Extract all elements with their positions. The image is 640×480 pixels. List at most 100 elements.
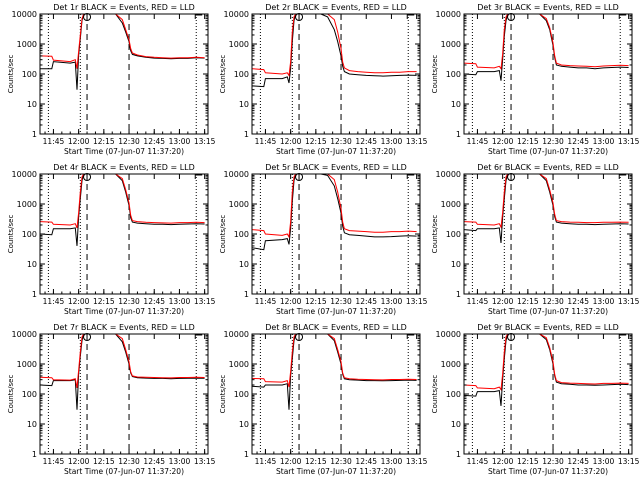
x-axis-label: Start Time (07-Jun-07 11:37:20)	[276, 467, 396, 476]
bracket-marker	[194, 174, 203, 179]
series-line-lld	[464, 14, 629, 71]
y-tick-label: 10	[451, 260, 461, 269]
series-line-events	[40, 334, 205, 410]
y-tick-label: 10000	[436, 10, 461, 19]
y-tick-label: 10	[451, 420, 461, 429]
y-tick-label: 1	[244, 450, 249, 459]
x-axis-label: Start Time (07-Jun-07 11:37:20)	[64, 467, 184, 476]
x-tick-label: 13:00	[381, 457, 403, 466]
y-tick-label: 10000	[436, 170, 461, 179]
plot-frame	[39, 13, 209, 135]
y-tick-label: 10	[27, 100, 37, 109]
detector-panel-9: 1 10 100 1000 10000 11:45 12:00 12:15 12:30 12:45…	[431, 323, 640, 476]
series-line-events	[252, 14, 417, 88]
x-tick-label: 12:15	[517, 137, 539, 146]
y-tick-label: 1	[244, 290, 249, 299]
x-tick-label: 11:45	[43, 137, 65, 146]
x-axis-label: Start Time (07-Jun-07 11:37:20)	[488, 467, 608, 476]
x-axis-label: Start Time (07-Jun-07 11:37:20)	[276, 147, 396, 156]
x-tick-label: 12:00	[68, 297, 90, 306]
bracket-marker	[406, 174, 415, 179]
x-tick-label: 13:15	[618, 297, 640, 306]
y-tick-label: 100	[446, 70, 461, 79]
y-tick-label: 1000	[229, 200, 249, 209]
y-tick-label: 1	[456, 290, 461, 299]
x-tick-label: 12:15	[517, 457, 539, 466]
y-tick-label: 10000	[224, 10, 249, 19]
y-tick-label: 1000	[441, 200, 461, 209]
x-tick-label: 12:00	[492, 137, 514, 146]
panel-title: Det 7r BLACK = Events, RED = LLD	[53, 323, 195, 332]
plot-frame	[251, 333, 421, 455]
y-tick-label: 10000	[224, 330, 249, 339]
x-tick-label: 12:30	[542, 297, 564, 306]
series-line-lld	[40, 334, 205, 388]
y-tick-label: 10	[27, 420, 37, 429]
x-tick-label: 11:45	[43, 297, 65, 306]
y-tick-label: 10	[451, 100, 461, 109]
x-tick-label: 13:15	[406, 297, 428, 306]
y-axis-label: Counts/sec	[7, 375, 15, 414]
x-tick-label: 12:00	[68, 457, 90, 466]
y-tick-label: 1	[32, 130, 37, 139]
series-line-lld	[40, 14, 205, 69]
series-line-events	[40, 14, 205, 90]
bracket-marker	[618, 334, 627, 339]
y-tick-label: 10	[239, 100, 249, 109]
x-tick-label: 12:30	[542, 457, 564, 466]
series-line-events	[252, 174, 417, 251]
series-line-events	[40, 174, 205, 246]
plot-frame	[39, 173, 209, 295]
detector-panel-7: 1 10 100 1000 10000 11:45 12:00 12:15 12:30 12:45…	[7, 323, 216, 476]
x-tick-label: 12:00	[280, 137, 302, 146]
bracket-marker	[406, 14, 415, 19]
series-line-lld	[464, 174, 629, 229]
x-tick-label: 12:45	[355, 137, 377, 146]
panel-title: Det 4r BLACK = Events, RED = LLD	[53, 163, 195, 172]
detector-panel-3: 1 10 100 1000 10000 11:45 12:00 12:15 12:30 12:45…	[431, 3, 640, 156]
x-tick-label: 12:30	[330, 297, 352, 306]
x-tick-label: 12:45	[143, 137, 165, 146]
y-tick-label: 10000	[224, 170, 249, 179]
x-tick-label: 12:45	[355, 457, 377, 466]
panel-title: Det 5r BLACK = Events, RED = LLD	[265, 163, 407, 172]
y-tick-label: 100	[22, 230, 37, 239]
x-tick-label: 11:45	[43, 457, 65, 466]
y-axis-label: Counts/sec	[219, 55, 227, 94]
x-tick-label: 13:00	[593, 457, 615, 466]
bracket-marker	[194, 14, 203, 19]
detector-panel-5: 1 10 100 1000 10000 11:45 12:00 12:15 12:30 12:45…	[219, 163, 428, 316]
x-axis-label: Start Time (07-Jun-07 11:37:20)	[64, 147, 184, 156]
y-axis-label: Counts/sec	[219, 375, 227, 414]
series-line-lld	[40, 174, 205, 229]
x-axis-label: Start Time (07-Jun-07 11:37:20)	[488, 147, 608, 156]
x-tick-label: 12:30	[542, 137, 564, 146]
x-tick-label: 12:30	[118, 297, 140, 306]
detector-panel-2: 1 10 100 1000 10000 11:45 12:00 12:15 12:30 12:45…	[219, 3, 428, 156]
detector-panel-1: 1 10 100 1000 10000 11:45 12:00 12:15 12:30 12:45…	[7, 3, 216, 156]
x-tick-label: 12:45	[567, 297, 589, 306]
series-line-events	[252, 334, 417, 410]
y-tick-label: 100	[234, 70, 249, 79]
x-tick-label: 12:15	[305, 137, 327, 146]
y-tick-label: 1000	[17, 40, 37, 49]
x-tick-label: 13:15	[618, 137, 640, 146]
x-tick-label: 12:00	[280, 457, 302, 466]
x-tick-label: 11:45	[467, 137, 489, 146]
bracket-marker	[406, 334, 415, 339]
y-tick-label: 1	[456, 450, 461, 459]
x-tick-label: 12:00	[492, 457, 514, 466]
x-tick-label: 13:15	[406, 457, 428, 466]
x-tick-label: 12:15	[93, 137, 115, 146]
detector-panel-8: 1 10 100 1000 10000 11:45 12:00 12:15 12:30 12:45…	[219, 323, 428, 476]
x-tick-label: 12:45	[567, 137, 589, 146]
x-tick-label: 12:00	[280, 297, 302, 306]
x-tick-label: 13:00	[593, 297, 615, 306]
x-tick-label: 13:15	[194, 297, 216, 306]
panel-title: Det 9r BLACK = Events, RED = LLD	[477, 323, 619, 332]
x-tick-label: 12:45	[143, 297, 165, 306]
y-tick-label: 1000	[17, 360, 37, 369]
x-axis-label: Start Time (07-Jun-07 11:37:20)	[276, 307, 396, 316]
series-line-events	[464, 14, 629, 81]
